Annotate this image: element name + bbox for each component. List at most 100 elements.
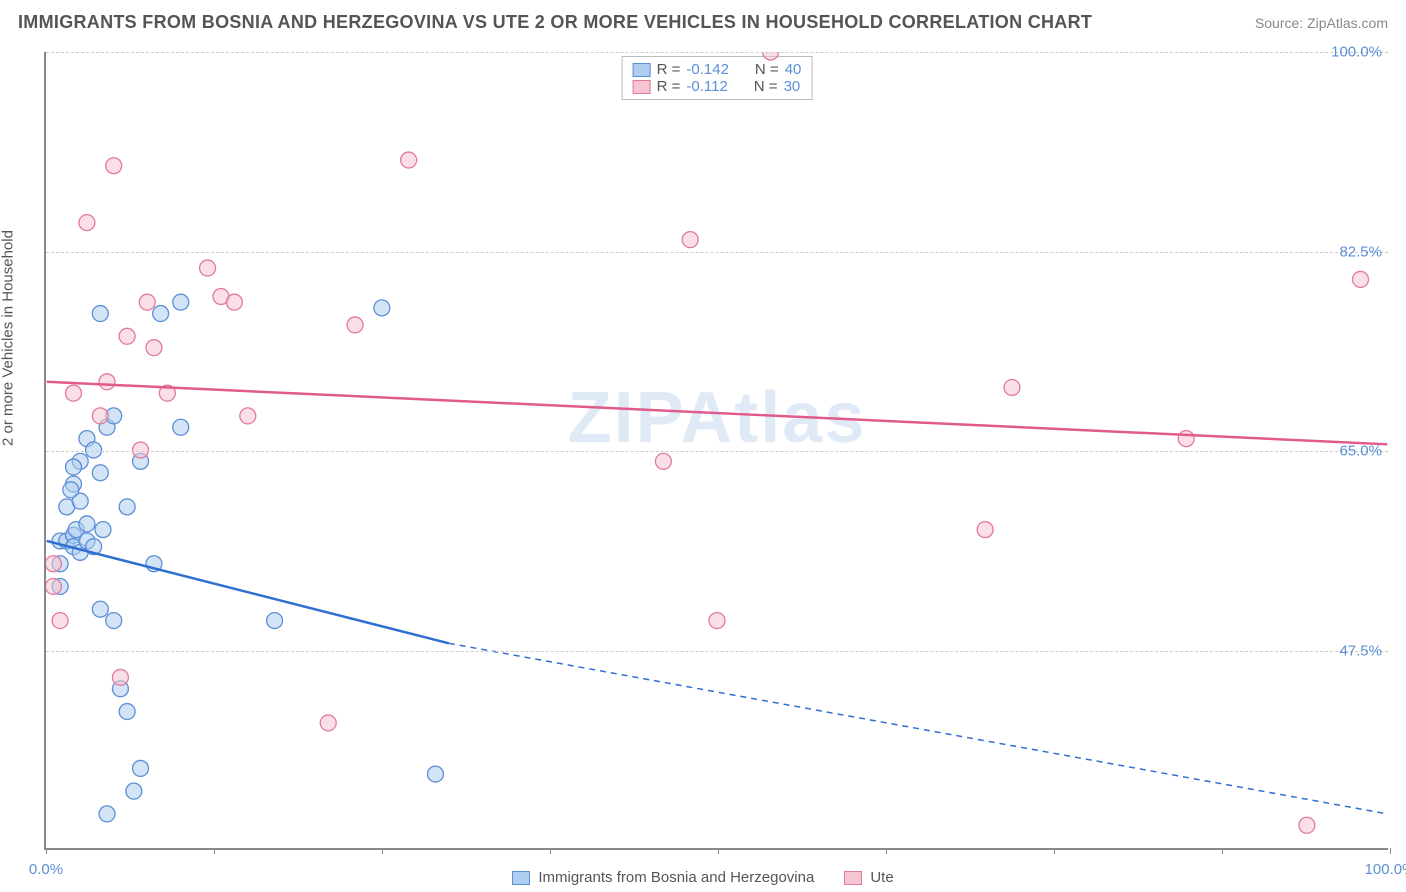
data-point xyxy=(72,544,88,560)
stats-legend: R = -0.142 N = 40R = -0.112N = 30 xyxy=(622,56,813,100)
x-tick-mark xyxy=(1390,848,1391,854)
data-point xyxy=(92,306,108,322)
data-point xyxy=(1299,817,1315,833)
x-tick-mark xyxy=(718,848,719,854)
data-point xyxy=(347,317,363,333)
data-point xyxy=(92,601,108,617)
legend-item: Ute xyxy=(844,869,893,886)
plot-area: ZIPAtlas R = -0.142 N = 40R = -0.112N = 3… xyxy=(44,52,1388,850)
data-point xyxy=(977,522,993,538)
data-point xyxy=(52,613,68,629)
data-point xyxy=(226,294,242,310)
data-point xyxy=(66,476,82,492)
data-point xyxy=(79,431,95,447)
data-point xyxy=(66,527,82,543)
data-point xyxy=(240,408,256,424)
data-point xyxy=(1178,431,1194,447)
data-point xyxy=(63,482,79,498)
data-point xyxy=(427,766,443,782)
trend-line xyxy=(47,541,449,643)
data-point xyxy=(106,158,122,174)
data-point xyxy=(213,289,229,305)
chart-title: IMMIGRANTS FROM BOSNIA AND HERZEGOVINA V… xyxy=(18,12,1092,33)
gridline xyxy=(46,52,1388,53)
x-tick-mark xyxy=(1054,848,1055,854)
data-point xyxy=(92,408,108,424)
data-point xyxy=(52,533,68,549)
x-tick-mark xyxy=(214,848,215,854)
data-point xyxy=(72,453,88,469)
data-point xyxy=(682,232,698,248)
n-value: 30 xyxy=(784,78,801,95)
data-point xyxy=(173,294,189,310)
legend-label: Ute xyxy=(870,869,893,886)
data-point xyxy=(92,465,108,481)
data-point xyxy=(52,578,68,594)
legend-label: Immigrants from Bosnia and Herzegovina xyxy=(538,869,814,886)
r-label: R = xyxy=(657,61,681,78)
trend-line-dashed xyxy=(449,643,1387,814)
r-label: R = xyxy=(657,78,681,95)
data-point xyxy=(79,533,95,549)
gridline xyxy=(46,651,1388,652)
data-point xyxy=(68,522,84,538)
x-tick-mark xyxy=(1222,848,1223,854)
data-point xyxy=(79,215,95,231)
data-point xyxy=(133,760,149,776)
watermark: ZIPAtlas xyxy=(568,377,867,459)
data-point xyxy=(66,385,82,401)
n-label: N = xyxy=(755,61,779,78)
y-tick-label: 47.5% xyxy=(1339,642,1382,659)
data-point xyxy=(119,499,135,515)
data-point xyxy=(153,306,169,322)
data-point xyxy=(1004,379,1020,395)
data-point xyxy=(52,556,68,572)
data-point xyxy=(159,385,175,401)
data-point xyxy=(79,516,95,532)
data-point xyxy=(119,704,135,720)
data-point xyxy=(133,453,149,469)
data-point xyxy=(99,419,115,435)
data-point xyxy=(119,328,135,344)
source-label: Source: ZipAtlas.com xyxy=(1255,15,1388,31)
data-point xyxy=(139,294,155,310)
data-point xyxy=(86,539,102,555)
r-value: -0.142 xyxy=(686,61,729,78)
data-point xyxy=(112,681,128,697)
r-value: -0.112 xyxy=(686,78,727,95)
legend-swatch xyxy=(512,871,530,885)
data-point xyxy=(655,453,671,469)
bottom-legend: Immigrants from Bosnia and Herzegovina Ut… xyxy=(0,869,1406,886)
legend-swatch xyxy=(633,80,651,94)
data-point xyxy=(320,715,336,731)
data-point xyxy=(59,533,75,549)
gridline xyxy=(46,252,1388,253)
stats-legend-row: R = -0.112N = 30 xyxy=(633,78,802,95)
data-point xyxy=(112,669,128,685)
n-value: 40 xyxy=(785,61,802,78)
data-point xyxy=(173,419,189,435)
x-tick-mark xyxy=(886,848,887,854)
data-point xyxy=(146,556,162,572)
data-point xyxy=(1353,271,1369,287)
data-point xyxy=(133,442,149,458)
stats-legend-row: R = -0.142 N = 40 xyxy=(633,61,802,78)
plot-svg xyxy=(46,52,1388,848)
legend-swatch xyxy=(633,63,651,77)
data-point xyxy=(146,340,162,356)
y-tick-label: 65.0% xyxy=(1339,443,1382,460)
data-point xyxy=(106,408,122,424)
y-axis-label: 2 or more Vehicles in Household xyxy=(0,230,17,446)
data-point xyxy=(99,374,115,390)
legend-swatch xyxy=(844,871,862,885)
data-point xyxy=(126,783,142,799)
data-point xyxy=(59,499,75,515)
data-point xyxy=(374,300,390,316)
x-tick-mark xyxy=(46,848,47,854)
data-point xyxy=(709,613,725,629)
trend-line xyxy=(47,382,1388,445)
x-tick-mark xyxy=(382,848,383,854)
data-point xyxy=(66,539,82,555)
data-point xyxy=(106,613,122,629)
y-tick-label: 82.5% xyxy=(1339,243,1382,260)
